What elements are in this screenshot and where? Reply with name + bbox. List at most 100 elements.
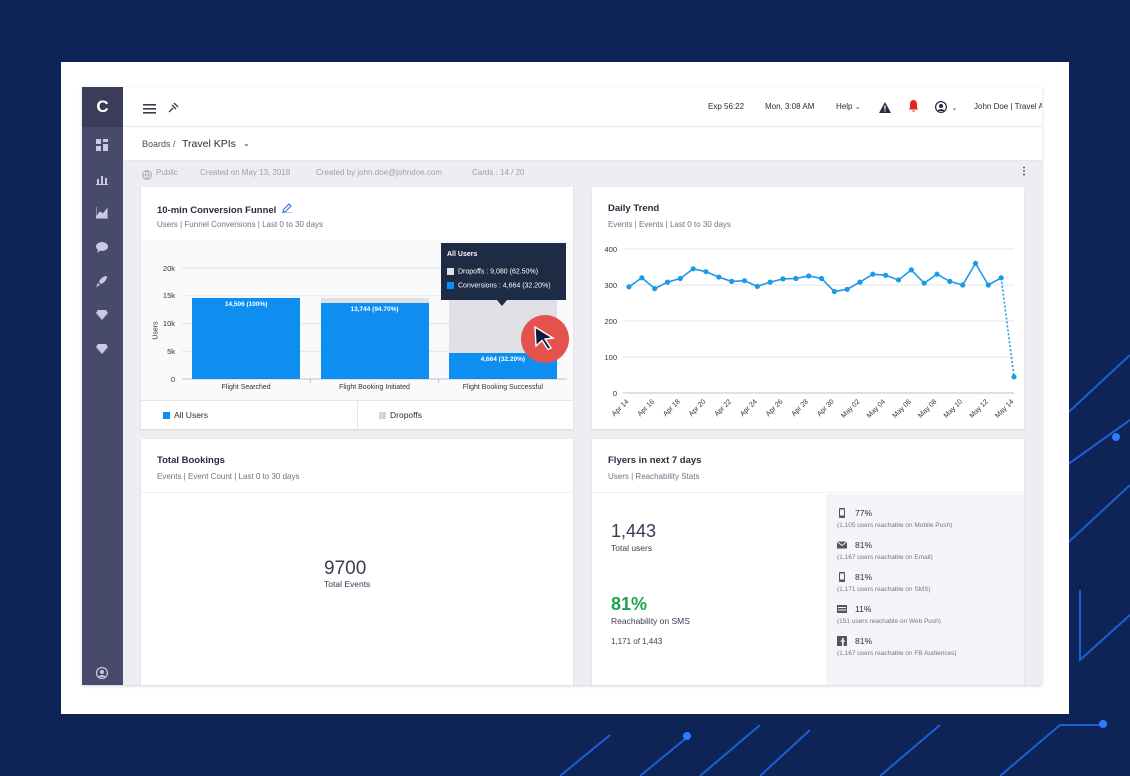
data-point[interactable] (947, 278, 953, 284)
y-tick: 5k (167, 347, 175, 356)
channel-stats-panel: 77% (1,105 users reachable on Mobile Pus… (826, 494, 1024, 685)
y-tick: 20k (162, 264, 175, 273)
data-point[interactable] (895, 277, 902, 283)
data-point[interactable] (729, 278, 735, 284)
premium-diamond-icon[interactable] (94, 307, 110, 323)
help-menu[interactable]: Help ⌄ (836, 103, 861, 112)
campaigns-rocket-icon[interactable] (94, 273, 110, 289)
channel-desc: (1,167 users reachable on Email) (837, 554, 933, 561)
divider (141, 492, 573, 493)
bar-data-label: 14,506 (100%) (224, 301, 268, 309)
data-point[interactable] (870, 271, 876, 277)
data-point[interactable] (639, 275, 645, 281)
x-tick-label: Apr 28 (791, 398, 811, 418)
current-datetime: Mon, 3:08 AM (765, 102, 815, 111)
reachability-label: Reachability on SMS (611, 616, 690, 626)
y-tick-label: 300 (604, 281, 617, 290)
daily-trend-card: Daily Trend Events | Events | Last 0 to … (592, 187, 1024, 429)
channel-pct: 77% (855, 508, 873, 518)
conversion-swatch (447, 282, 454, 289)
account-name[interactable]: John Doe | Travel App (974, 102, 1042, 111)
data-point[interactable] (741, 278, 748, 284)
x-tick-label: Apr 14 (611, 398, 631, 418)
data-point[interactable] (831, 288, 837, 295)
conversion-bar[interactable] (192, 298, 301, 379)
data-point[interactable] (690, 266, 696, 272)
data-point[interactable] (677, 275, 683, 282)
data-point[interactable] (844, 286, 850, 292)
notification-bell-icon[interactable] (908, 100, 919, 116)
data-point[interactable] (998, 275, 1004, 281)
hamburger-menu-icon[interactable] (143, 102, 156, 118)
warning-icon[interactable] (879, 101, 891, 117)
x-tick-label: May 06 (892, 398, 913, 419)
x-tick-label: Apr 26 (765, 398, 785, 418)
data-point[interactable] (908, 267, 914, 273)
board-title[interactable]: Travel KPIs (182, 138, 236, 150)
app-logo[interactable]: C (82, 87, 123, 127)
data-point[interactable] (716, 274, 722, 280)
trend-subtitle: Events | Events | Last 0 to 30 days (608, 220, 731, 229)
data-point[interactable] (985, 282, 991, 288)
trend-title: Daily Trend (608, 203, 660, 214)
breadcrumb-root[interactable]: Boards / (142, 139, 176, 149)
account-icon[interactable] (94, 665, 110, 681)
x-tick-label: Apr 18 (662, 398, 682, 418)
legend-item-all-users[interactable]: All Users (163, 411, 208, 420)
data-point[interactable] (1011, 374, 1017, 380)
x-tick-label: May 12 (969, 398, 990, 419)
app-window: C Exp 56:22 (82, 87, 1042, 685)
data-point[interactable] (703, 269, 709, 275)
messages-icon[interactable] (94, 239, 110, 255)
channel-desc: (1,167 users reachable on FB Audiences) (837, 650, 957, 657)
experience-timer: Exp 56:22 (708, 102, 745, 111)
legend-label: Dropoffs (390, 410, 422, 420)
y-tick-label: 0 (613, 389, 617, 398)
data-point[interactable] (960, 282, 966, 288)
flyers-card: Flyers in next 7 days Users | Reachabili… (592, 439, 1024, 685)
pin-icon[interactable] (168, 101, 179, 117)
data-point[interactable] (857, 279, 863, 285)
x-tick-label: May 08 (917, 398, 938, 419)
data-point[interactable] (626, 284, 632, 290)
data-point[interactable] (934, 271, 940, 277)
mouse-cursor-icon (534, 325, 556, 351)
data-point[interactable] (793, 275, 799, 282)
x-tick-label: Apr 30 (816, 398, 836, 418)
chart-tooltip: All Users Dropoffs : 9,080 (62.50%) Conv… (441, 243, 566, 306)
legend-item-dropoffs[interactable]: Dropoffs (379, 411, 422, 420)
data-point[interactable] (664, 279, 671, 285)
bookings-value: 9700 (324, 558, 367, 579)
trend-line (628, 261, 1002, 293)
data-point[interactable] (818, 275, 825, 282)
chevron-down-icon[interactable]: ⌄ (243, 139, 250, 148)
data-point[interactable] (767, 279, 773, 285)
data-point[interactable] (806, 273, 812, 279)
data-point[interactable] (754, 283, 760, 290)
data-point[interactable] (780, 276, 786, 282)
data-point[interactable] (883, 272, 889, 278)
top-bar: Exp 56:22 Mon, 3:08 AM Help ⌄ ⌄ John Doe… (123, 87, 1042, 127)
dropoff-bar[interactable] (320, 298, 429, 303)
experiences-diamond-icon[interactable] (94, 341, 110, 357)
data-point[interactable] (972, 260, 979, 266)
tooltip-dropoffs: Dropoffs : 9,080 (62.50%) (447, 268, 538, 275)
bar-data-label: 4,664 (32.20%) (480, 356, 526, 364)
y-tick: 15k (162, 291, 175, 300)
dashboard-icon[interactable] (94, 137, 110, 153)
funnel-y-axis-label: Users (152, 321, 160, 340)
x-tick-label: Apr 22 (714, 398, 734, 418)
user-menu[interactable]: ⌄ (934, 100, 957, 117)
data-point[interactable] (652, 286, 658, 292)
bookings-label: Total Events (324, 579, 371, 589)
dropoff-swatch (447, 268, 454, 275)
channel-desc: (151 users reachable on Web Push) (837, 618, 941, 625)
analytics-icon[interactable] (94, 205, 110, 221)
conversion-bar[interactable] (320, 302, 429, 379)
legend-label: All Users (174, 410, 209, 420)
channel-pct: 81% (855, 540, 873, 550)
segments-icon[interactable] (94, 171, 110, 187)
y-tick-label: 100 (604, 353, 617, 362)
board-options-icon[interactable]: ⋮ (1019, 166, 1029, 177)
data-point[interactable] (921, 280, 927, 286)
